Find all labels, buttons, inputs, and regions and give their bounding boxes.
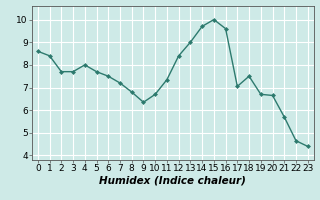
X-axis label: Humidex (Indice chaleur): Humidex (Indice chaleur) (100, 176, 246, 186)
